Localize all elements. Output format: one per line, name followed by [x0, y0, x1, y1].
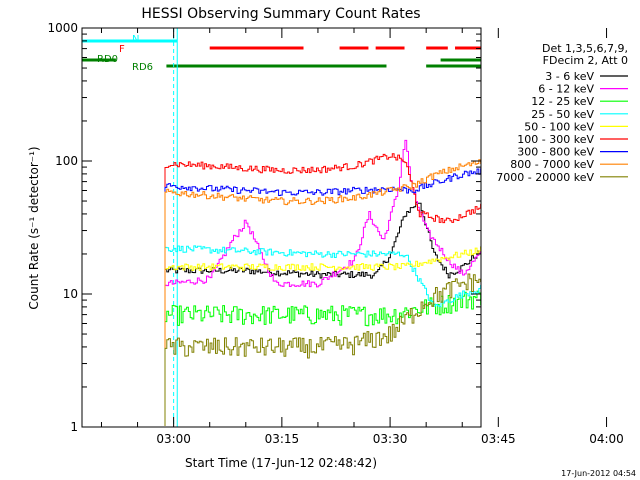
legend-label-100-300-kev: 100 - 300 keV	[517, 133, 594, 146]
chart-title: HESSI Observing Summary Count Rates	[141, 6, 420, 22]
legend-label-7000-20000-kev: 7000 - 20000 keV	[496, 171, 594, 184]
legend-label-3-6-kev: 3 - 6 keV	[545, 70, 594, 83]
flag-label-rd0: RD0	[97, 54, 118, 65]
series-line-300-800-kev	[164, 168, 481, 426]
flag-label-rd6: RD6	[132, 62, 153, 73]
legend-label-6-12-kev: 6 - 12 keV	[538, 83, 594, 96]
x-axis-label: Start Time (17-Jun-12 02:48:42)	[185, 456, 377, 470]
y-tick-label: 100	[55, 154, 78, 168]
legend: Det 1,3,5,6,7,9, FDecim 2, Att 0 3 - 6 k…	[496, 42, 628, 184]
flags-layer	[82, 39, 481, 68]
series-layer	[164, 139, 481, 426]
legend-label-12-25-kev: 12 - 25 keV	[531, 95, 594, 108]
x-tick-label: 03:15	[265, 432, 300, 446]
series-line-50-100-kev	[164, 246, 481, 426]
series-line-25-50-kev	[164, 245, 481, 426]
series-line-800-7000-kev	[164, 159, 481, 426]
series-line-7000-20000-kev	[164, 273, 481, 426]
series-line-100-300-kev	[164, 153, 481, 426]
flag-label-f: F	[119, 44, 125, 55]
flag-label-n: N	[132, 34, 139, 45]
legend-title-line-1: Det 1,3,5,6,7,9,	[542, 42, 628, 55]
legend-title-line-2: FDecim 2, Att 0	[543, 54, 628, 67]
y-tick-label: 1	[70, 420, 78, 434]
series-line-6-12-kev	[164, 139, 481, 426]
legend-label-300-800-kev: 300 - 800 keV	[517, 146, 594, 159]
plot-area	[82, 28, 481, 427]
legend-label-50-100-kev: 50 - 100 keV	[524, 120, 594, 133]
x-tick-label: 03:00	[156, 432, 191, 446]
y-axis-label: Count Rate (s⁻¹ detector⁻¹)	[27, 146, 41, 309]
x-tick-label: 04:00	[589, 432, 624, 446]
y-tick-label: 1000	[47, 21, 78, 35]
legend-label-25-50-kev: 25 - 50 keV	[531, 108, 594, 121]
y-tick-label: 10	[63, 287, 78, 301]
timestamp: 17-Jun-2012 04:54	[561, 469, 636, 478]
x-tick-label: 03:30	[373, 432, 408, 446]
x-tick-label: 03:45	[481, 432, 516, 446]
vertical-lines-layer	[82, 28, 178, 427]
legend-label-800-7000-kev: 800 - 7000 keV	[510, 158, 594, 171]
